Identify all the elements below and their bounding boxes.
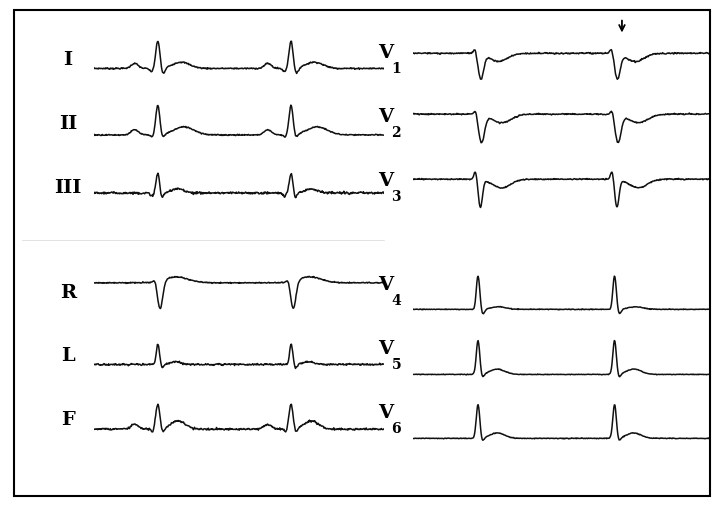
Text: F: F xyxy=(62,411,75,429)
Text: V: V xyxy=(379,44,394,62)
Text: 5: 5 xyxy=(392,358,401,372)
Text: R: R xyxy=(60,284,76,301)
Text: 3: 3 xyxy=(392,190,401,203)
Text: 1: 1 xyxy=(392,62,401,76)
Text: V: V xyxy=(379,404,394,422)
Text: V: V xyxy=(379,172,394,190)
Text: 6: 6 xyxy=(392,422,401,436)
Text: 4: 4 xyxy=(392,294,401,308)
Text: 2: 2 xyxy=(392,126,401,140)
Text: III: III xyxy=(54,179,82,197)
Text: V: V xyxy=(379,276,394,294)
Text: II: II xyxy=(59,115,77,133)
Text: I: I xyxy=(64,51,72,69)
Text: V: V xyxy=(379,108,394,126)
Text: L: L xyxy=(62,347,75,365)
Text: V: V xyxy=(379,340,394,358)
